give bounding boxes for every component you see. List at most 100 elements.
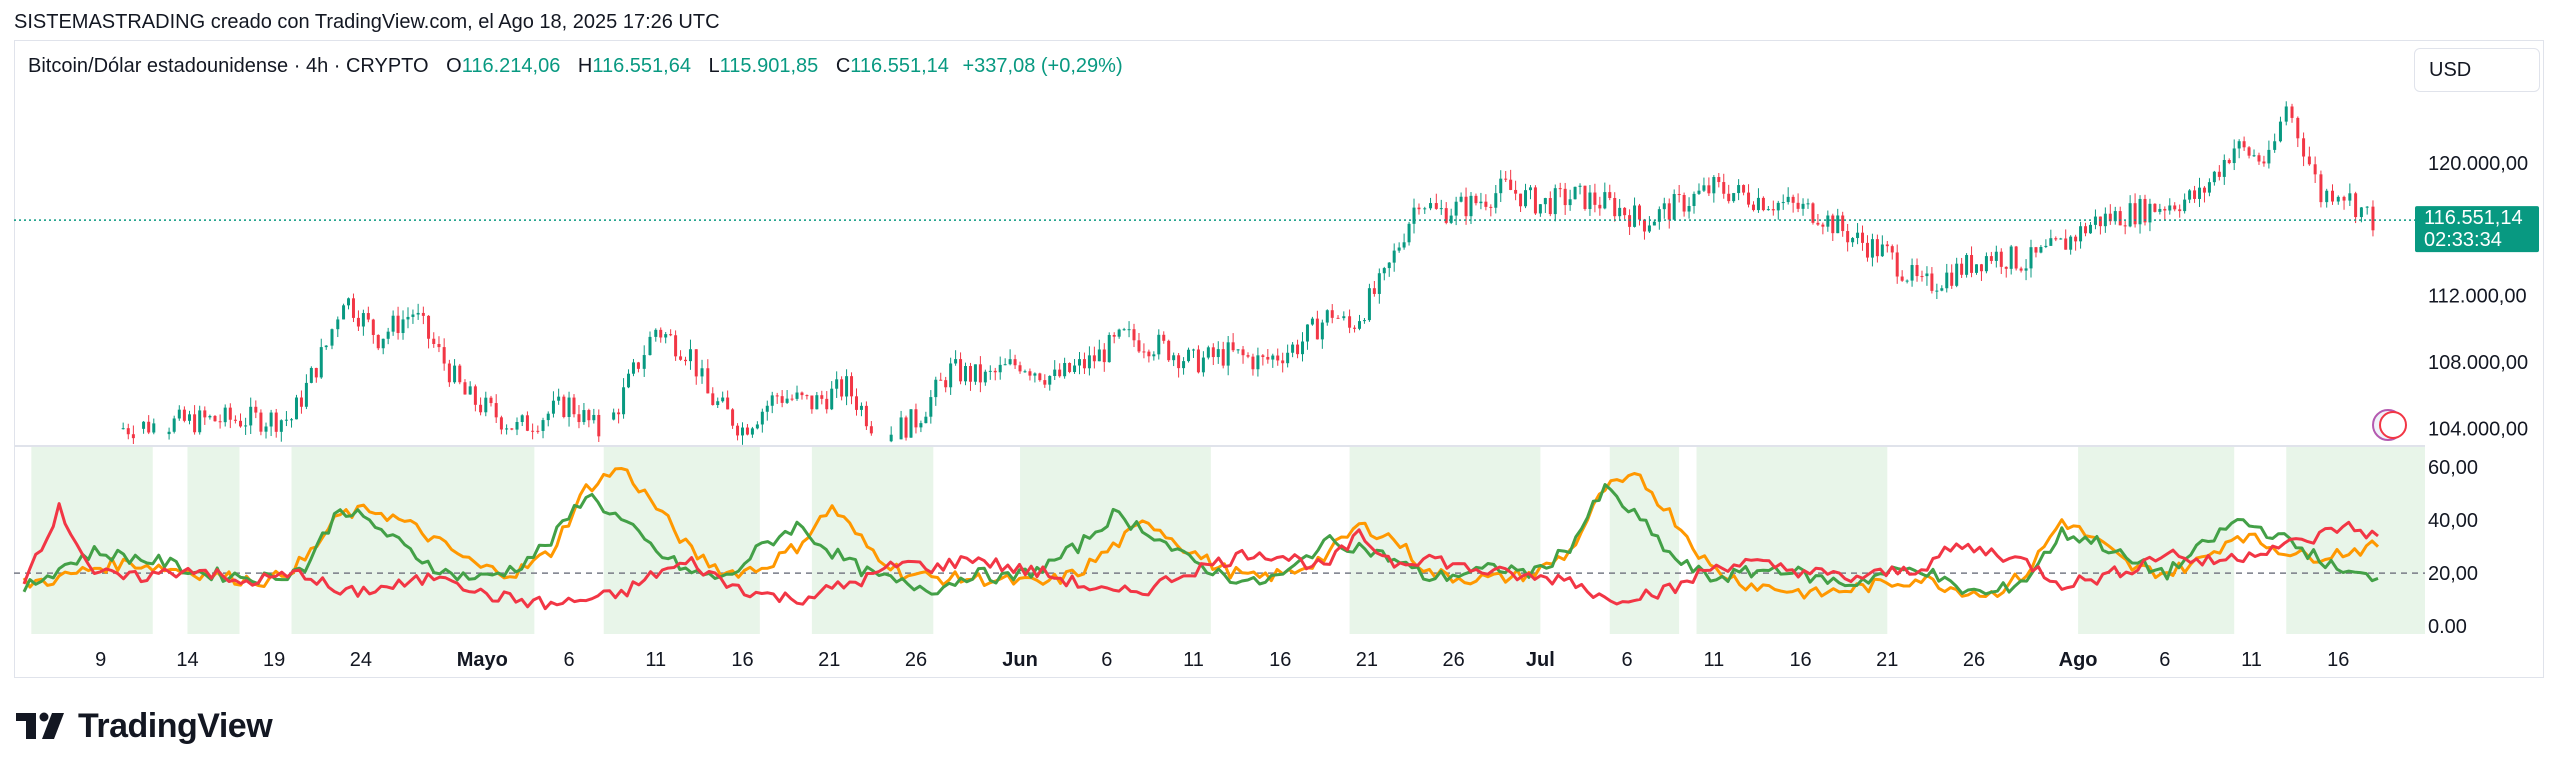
price-candle	[208, 414, 212, 420]
currency-selector[interactable]: USD	[2414, 48, 2540, 92]
price-candle	[473, 384, 477, 412]
price-candle	[1647, 216, 1651, 233]
price-candle	[2019, 266, 2023, 273]
price-candle	[636, 361, 640, 373]
price-candle	[290, 418, 294, 428]
price-candle	[406, 307, 410, 329]
price-candle	[324, 345, 328, 350]
price-candle	[741, 422, 745, 445]
price-candle	[2284, 101, 2288, 126]
price-candle	[432, 332, 436, 348]
price-candle	[1459, 192, 1463, 203]
price-candle	[1628, 209, 1632, 235]
price-candle	[2273, 133, 2277, 153]
price-candle	[800, 391, 804, 400]
price-candle	[889, 426, 893, 443]
price-candle	[1702, 177, 1706, 193]
price-candle	[1940, 285, 1944, 292]
price-candle	[2217, 165, 2221, 181]
price-candle	[2014, 245, 2018, 271]
price-candle	[830, 381, 834, 411]
price-candle	[721, 391, 725, 403]
price-candle	[1305, 324, 1309, 350]
price-candle	[1187, 347, 1191, 363]
price-candle	[1221, 341, 1225, 369]
price-candle	[1444, 202, 1448, 225]
price-candle	[835, 371, 839, 398]
price-candle	[1342, 311, 1346, 321]
price-candle	[1256, 347, 1260, 377]
price-candle	[2247, 146, 2251, 159]
price-candle	[1796, 193, 1800, 213]
chart-canvas[interactable]: 104.000,00 108.000,00 112.000,00 120.000,00…	[0, 0, 2560, 700]
price-candle	[587, 408, 591, 428]
price-candle	[973, 364, 977, 385]
price-candle	[864, 401, 868, 431]
price-candle	[314, 367, 318, 383]
price-candle	[1955, 257, 1959, 288]
price-candle	[1677, 184, 1681, 203]
price-candle	[790, 394, 794, 402]
indicator-axis-tick: 40,00	[2428, 510, 2478, 532]
price-candle	[854, 388, 858, 416]
price-candle	[396, 306, 400, 340]
price-candle	[1875, 234, 1879, 263]
price-candle	[381, 338, 385, 355]
price-candle	[1722, 173, 1726, 199]
price-candle	[904, 415, 908, 441]
time-axis-tick: 6	[1622, 649, 1633, 671]
price-candle	[1504, 171, 1508, 182]
price-candle	[1315, 310, 1319, 340]
symbol-label[interactable]: Bitcoin/Dólar estadounidense · 4h · CRYP…	[28, 55, 429, 77]
price-candle	[411, 309, 415, 324]
price-candle	[1003, 358, 1007, 366]
price-candle	[795, 385, 799, 401]
price-candle	[706, 359, 710, 394]
price-candle	[351, 293, 355, 323]
price-candle	[193, 405, 197, 435]
price-candle	[223, 404, 227, 427]
indicator-line-di	[22, 502, 2379, 611]
price-candle	[1122, 327, 1126, 331]
time-axis-tick: 16	[731, 649, 753, 671]
price-candle	[859, 402, 863, 417]
price-candle	[2207, 178, 2211, 197]
price-candle	[1102, 343, 1106, 372]
price-axis-tick: 112.000,00	[2428, 286, 2527, 308]
price-candle	[376, 334, 380, 351]
price-candle	[2138, 195, 2142, 234]
price-candle	[187, 410, 191, 425]
price-candle	[541, 417, 545, 439]
price-candle	[572, 394, 576, 418]
symbol-legend: Bitcoin/Dólar estadounidense · 4h · CRYP…	[28, 55, 1123, 78]
time-axis-tick: 26	[1443, 649, 1465, 671]
price-candle	[1528, 185, 1532, 200]
price-candle	[416, 303, 420, 320]
price-candle	[1177, 353, 1181, 378]
price-candle	[1008, 349, 1012, 366]
price-candle	[964, 362, 968, 386]
price-candle	[361, 309, 365, 336]
time-axis-tick: 21	[818, 649, 840, 671]
price-candle	[1727, 184, 1731, 204]
price-candle	[845, 369, 849, 406]
time-axis-tick: Jul	[1526, 649, 1555, 671]
price-candle	[284, 411, 288, 427]
price-candle	[479, 397, 483, 416]
price-candle	[494, 394, 498, 423]
price-candle	[442, 338, 446, 371]
price-candle	[336, 316, 340, 338]
price-candle	[1489, 204, 1493, 217]
high-label: H	[577, 55, 593, 77]
price-candle	[1667, 198, 1671, 229]
price-candle	[1494, 185, 1498, 214]
price-candle	[2054, 236, 2058, 242]
price-candle	[1226, 335, 1230, 376]
price-candle	[1201, 351, 1205, 377]
open-label: O	[446, 55, 462, 77]
price-candle	[850, 372, 854, 405]
price-candle	[1325, 309, 1329, 326]
price-candle	[1950, 264, 1954, 289]
price-candle	[2009, 244, 2013, 275]
price-candle	[988, 365, 992, 380]
